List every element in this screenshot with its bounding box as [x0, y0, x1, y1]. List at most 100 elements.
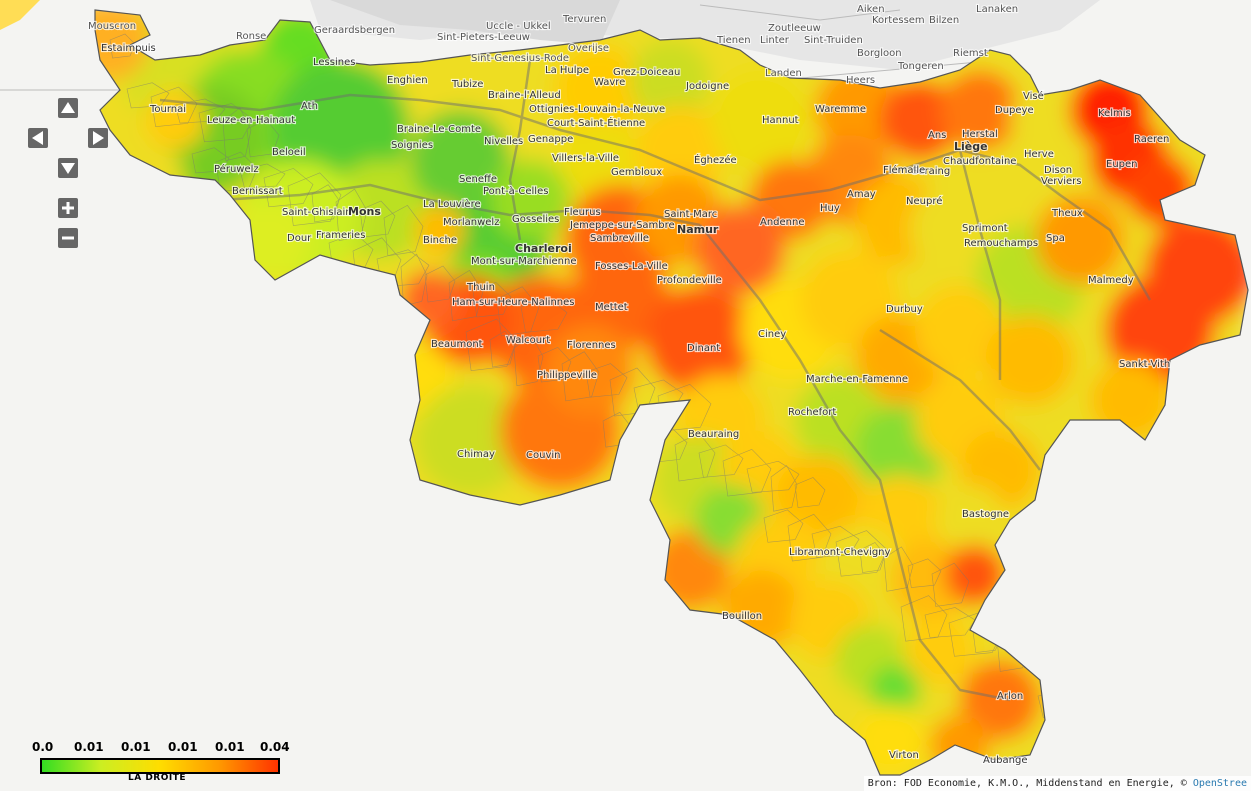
municipality-border: [311, 184, 340, 223]
municipality-border: [859, 542, 886, 573]
place-label: Seraing: [912, 166, 950, 177]
place-label: Sambreville: [590, 233, 649, 244]
place-label: Hannut: [762, 115, 799, 126]
place-label: Aubange: [983, 755, 1028, 766]
legend-tick: 0.04: [260, 740, 290, 754]
arrow-up-icon: [61, 102, 75, 113]
municipality-region[interactable]: [635, 105, 725, 195]
place-label: Sint-Truiden: [804, 35, 863, 46]
pan-right-button[interactable]: [88, 128, 108, 148]
legend-tick: 0.01: [74, 740, 104, 754]
place-label: Charleroi: [515, 242, 572, 255]
municipality-border: [811, 525, 860, 558]
municipality-border: [746, 460, 800, 493]
municipality-region[interactable]: [985, 315, 1075, 405]
place-label: Saint-Marc: [664, 209, 717, 220]
municipality-region[interactable]: [490, 160, 570, 240]
place-label: Virton: [889, 750, 919, 761]
municipality-border: [191, 147, 230, 174]
municipality-region[interactable]: [710, 70, 810, 170]
place-label: Mettet: [595, 302, 628, 313]
municipality-region[interactable]: [145, 90, 205, 150]
municipality-border: [835, 530, 888, 577]
municipality-region[interactable]: [415, 205, 465, 255]
place-label: Péruwelz: [214, 163, 259, 175]
place-label: Overijse: [568, 43, 609, 54]
municipality-region[interactable]: [695, 205, 785, 295]
municipality-region[interactable]: [645, 285, 755, 395]
place-label: Florennes: [567, 340, 616, 351]
place-label: Leuze-en-Hainaut: [207, 115, 295, 126]
place-label: Ottignies-Louvain-la-Neuve: [529, 104, 665, 115]
place-label: Rochefort: [788, 407, 836, 418]
municipality-region[interactable]: [880, 80, 960, 160]
place-label: Morlanwelz: [443, 217, 499, 228]
place-label: Jodoigne: [685, 81, 729, 92]
place-label: Theux: [1051, 208, 1083, 219]
municipality-region[interactable]: [630, 40, 710, 120]
municipality-border: [222, 107, 252, 161]
place-label: Chaudfontaine: [943, 156, 1016, 167]
place-label: Andenne: [760, 217, 805, 228]
pan-left-button[interactable]: [28, 128, 48, 148]
place-label: Seneffe: [459, 174, 497, 185]
municipality-border: [174, 98, 226, 124]
place-label: Beauraing: [688, 429, 739, 440]
place-label: Geraardsbergen: [314, 25, 395, 36]
place-label: Chimay: [457, 449, 495, 460]
place-label: Couvin: [526, 450, 560, 461]
place-label: Herve: [1024, 149, 1054, 160]
municipality-region[interactable]: [1010, 80, 1090, 160]
zoom-in-button[interactable]: [58, 198, 78, 218]
zoom-out-button[interactable]: [58, 228, 78, 248]
place-label: Lanaken: [976, 4, 1018, 15]
municipality-region[interactable]: [915, 285, 1005, 375]
place-label: Waremme: [815, 104, 866, 115]
municipality-region[interactable]: [415, 385, 525, 495]
place-label: Walcourt: [506, 335, 550, 346]
place-label: Aiken: [857, 4, 885, 15]
place-label: Tournai: [149, 104, 186, 115]
municipality-region[interactable]: [945, 545, 1005, 605]
municipality-region[interactable]: [905, 615, 975, 685]
municipality-region[interactable]: [940, 70, 1020, 150]
legend-tick: 0.0: [32, 740, 54, 754]
openstreetmap-link[interactable]: OpenStree: [1192, 778, 1247, 789]
municipality-region[interactable]: [555, 45, 645, 135]
municipality-border: [698, 444, 744, 478]
municipality-border: [472, 281, 512, 318]
municipality-border: [246, 119, 280, 158]
place-label: Gosselies: [512, 214, 559, 225]
place-label: Beloeil: [272, 147, 306, 158]
place-label: Sint-Pieters-Leeuw: [437, 32, 530, 43]
municipality-border: [359, 200, 396, 238]
place-label: Sankt-Vith: [1119, 359, 1170, 370]
place-label: Liège: [954, 140, 988, 153]
municipality-region[interactable]: [560, 120, 640, 200]
pan-down-button[interactable]: [58, 158, 78, 178]
municipality-region[interactable]: [410, 110, 510, 210]
municipality-border: [931, 562, 970, 607]
place-label: Bouillon: [722, 611, 762, 622]
pan-up-button[interactable]: [58, 98, 78, 118]
place-label: Éghezée: [694, 153, 737, 166]
place-label: Herstal: [962, 129, 998, 140]
municipality-border: [883, 546, 914, 592]
municipality-region[interactable]: [870, 665, 920, 715]
municipality-region[interactable]: [935, 485, 1005, 555]
place-label: Heers: [846, 75, 875, 86]
color-legend: 0.0 0.01 0.01 0.01 0.01 0.04 LA DROITE: [30, 740, 290, 788]
municipality-region[interactable]: [545, 325, 635, 415]
place-label: Amay: [847, 189, 876, 200]
place-label: Binche: [423, 235, 457, 246]
municipality-region[interactable]: [570, 250, 670, 350]
place-label: Neupré: [906, 195, 942, 207]
municipality-border: [674, 432, 716, 482]
arrow-down-icon: [61, 163, 75, 174]
municipality-border: [770, 465, 798, 512]
municipality-region[interactable]: [1035, 195, 1125, 285]
municipality-region[interactable]: [960, 660, 1040, 740]
municipality-border: [239, 163, 286, 189]
municipality-border: [150, 86, 198, 128]
